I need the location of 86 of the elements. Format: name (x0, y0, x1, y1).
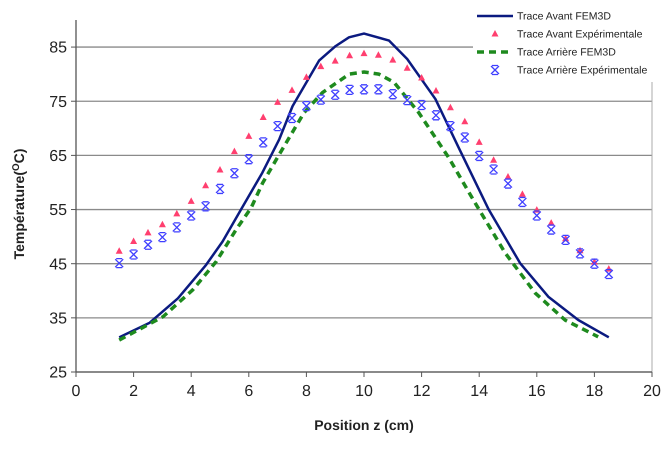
legend-label: Trace Arrière Expérimentale (517, 64, 648, 77)
x-tick-label: 10 (355, 383, 373, 400)
point (200, 201, 210, 212)
point (272, 120, 282, 132)
point (374, 84, 384, 94)
point (560, 234, 570, 246)
point (575, 248, 585, 259)
x-tick-label: 0 (72, 383, 81, 400)
point (128, 249, 138, 260)
point (360, 50, 368, 56)
point (404, 64, 411, 71)
y-tick-label: 25 (49, 364, 68, 382)
y-tick-label: 65 (49, 148, 68, 165)
x-tick-label: 2 (129, 383, 138, 400)
x-tick-label: 12 (412, 383, 431, 400)
point (230, 168, 240, 178)
point (173, 210, 180, 216)
point (172, 222, 182, 233)
point (604, 268, 614, 280)
point (260, 113, 267, 120)
point (388, 89, 398, 100)
x-tick-label: 4 (186, 383, 196, 400)
point (346, 52, 354, 58)
point (488, 164, 498, 175)
y-tick-label: 85 (49, 40, 68, 57)
point (474, 150, 484, 162)
x-tick-label: 18 (586, 383, 604, 400)
point (158, 220, 166, 228)
point (114, 258, 124, 268)
legend-label: Trace Arrière FEM3D (517, 46, 616, 59)
point (344, 84, 354, 96)
point (216, 166, 224, 173)
x-tick-label: 6 (244, 383, 254, 400)
point (402, 95, 412, 106)
y-tick-label: 55 (49, 202, 68, 220)
point (532, 210, 542, 221)
point (431, 110, 441, 120)
point (446, 104, 454, 110)
point (546, 224, 556, 235)
point (188, 197, 195, 204)
point (258, 137, 268, 148)
x-axis-title: Position z (cm) (314, 417, 414, 433)
point (317, 62, 324, 70)
point (359, 84, 369, 94)
point (446, 120, 456, 132)
point (476, 138, 483, 145)
point (330, 90, 340, 100)
legend-label: Trace Avant Expérimentale (517, 28, 643, 41)
point (274, 98, 282, 105)
point (432, 86, 440, 94)
point (332, 57, 339, 64)
x-tick-label: 16 (528, 383, 546, 400)
point (215, 184, 225, 194)
point (288, 86, 296, 93)
point (186, 210, 196, 221)
point (202, 182, 210, 188)
point (490, 156, 498, 163)
x-tick-label: 8 (302, 383, 311, 400)
point (302, 73, 310, 80)
point (302, 100, 312, 112)
point (503, 178, 513, 189)
point (590, 258, 600, 269)
point (316, 94, 326, 105)
y-tick-label: 75 (49, 94, 68, 111)
point (143, 240, 153, 250)
point (244, 154, 254, 164)
point (144, 228, 152, 236)
point (158, 232, 168, 242)
x-tick-label: 20 (643, 383, 661, 400)
point (230, 148, 238, 154)
legend-label: Trace Avant FEM3D (517, 10, 612, 23)
point (116, 247, 123, 254)
point (416, 100, 426, 110)
point (130, 237, 138, 244)
y-tick-label: 35 (49, 310, 68, 328)
point (518, 190, 526, 197)
x-tick-label: 14 (470, 383, 488, 400)
point (461, 118, 468, 124)
point (460, 132, 470, 143)
point (389, 56, 396, 63)
point (287, 112, 297, 124)
point (245, 132, 252, 139)
y-tick-label: 45 (49, 256, 68, 274)
point (374, 51, 382, 58)
point (518, 196, 528, 208)
point (418, 74, 426, 80)
